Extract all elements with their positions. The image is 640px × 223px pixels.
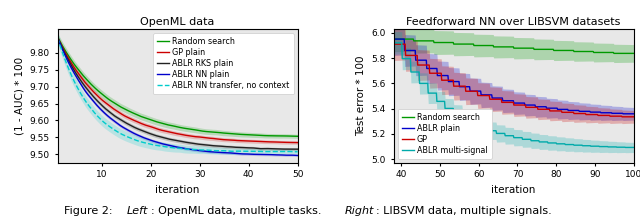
GP bbox=[618, 116, 626, 118]
ABLR NN plain bbox=[196, 149, 204, 152]
GP bbox=[505, 101, 513, 104]
ABLR multi-signal bbox=[505, 134, 513, 137]
ABLR plain bbox=[619, 112, 627, 115]
ABLR RKS plain bbox=[201, 143, 209, 146]
Random search bbox=[54, 36, 61, 38]
ABLR RKS plain bbox=[256, 147, 264, 150]
Text: : OpenML data, multiple tasks.: : OpenML data, multiple tasks. bbox=[151, 206, 325, 216]
Random search bbox=[294, 135, 301, 138]
ABLR multi-signal bbox=[520, 138, 527, 141]
ABLR plain bbox=[625, 112, 632, 115]
ABLR plain bbox=[390, 38, 397, 40]
Title: Feedforward NN over LIBSVM datasets: Feedforward NN over LIBSVM datasets bbox=[406, 17, 621, 27]
ABLR NN transfer, no context bbox=[271, 150, 279, 153]
Line: ABLR NN transfer, no context: ABLR NN transfer, no context bbox=[58, 38, 298, 152]
GP bbox=[630, 116, 637, 118]
Random search bbox=[610, 52, 618, 55]
ABLR multi-signal bbox=[586, 145, 594, 147]
Random search bbox=[196, 129, 204, 132]
ABLR RKS plain bbox=[54, 36, 61, 39]
ABLR NN transfer, no context bbox=[54, 39, 62, 41]
GP plain bbox=[201, 136, 209, 139]
GP bbox=[520, 104, 527, 106]
X-axis label: iteration: iteration bbox=[492, 185, 536, 195]
ABLR NN plain bbox=[196, 149, 204, 152]
ABLR NN plain bbox=[294, 154, 301, 157]
Random search bbox=[625, 52, 632, 55]
GP plain bbox=[294, 141, 301, 144]
ABLR multi-signal bbox=[532, 139, 540, 142]
ABLR NN plain bbox=[271, 153, 279, 156]
Random search bbox=[390, 38, 397, 40]
Random search bbox=[54, 37, 62, 40]
ABLR plain bbox=[630, 112, 637, 115]
ABLR NN transfer, no context bbox=[54, 36, 61, 39]
Text: Right: Right bbox=[345, 206, 374, 216]
GP bbox=[625, 116, 632, 118]
ABLR RKS plain bbox=[196, 143, 204, 146]
GP bbox=[504, 101, 511, 104]
GP plain bbox=[196, 136, 204, 138]
GP plain bbox=[54, 38, 62, 41]
Random search bbox=[504, 45, 511, 48]
Random search bbox=[196, 129, 204, 132]
Random search bbox=[520, 47, 527, 50]
ABLR NN transfer, no context bbox=[201, 149, 209, 151]
ABLR NN plain bbox=[256, 153, 264, 156]
ABLR NN transfer, no context bbox=[256, 150, 264, 153]
ABLR multi-signal bbox=[504, 134, 511, 137]
Text: Left: Left bbox=[126, 206, 148, 216]
Line: Random search: Random search bbox=[58, 37, 298, 136]
Y-axis label: Test error * 100: Test error * 100 bbox=[356, 56, 366, 136]
ABLR plain bbox=[532, 105, 540, 108]
ABLR plain bbox=[505, 99, 513, 102]
Line: GP plain: GP plain bbox=[58, 37, 298, 142]
ABLR plain bbox=[520, 102, 527, 104]
GP bbox=[586, 113, 594, 116]
Line: ABLR RKS plain: ABLR RKS plain bbox=[58, 38, 298, 149]
Random search bbox=[201, 130, 209, 133]
ABLR plain bbox=[504, 99, 511, 102]
ABLR multi-signal bbox=[390, 41, 397, 44]
Legend: Random search, ABLR plain, GP, ABLR multi-signal: Random search, ABLR plain, GP, ABLR mult… bbox=[397, 109, 492, 159]
Random search bbox=[256, 134, 264, 137]
Text: : LIBSVM data, multiple signals.: : LIBSVM data, multiple signals. bbox=[376, 206, 552, 216]
Line: ABLR plain: ABLR plain bbox=[394, 39, 634, 114]
ABLR NN plain bbox=[201, 150, 209, 153]
Random search bbox=[586, 50, 594, 53]
GP bbox=[532, 106, 540, 109]
Line: ABLR NN plain: ABLR NN plain bbox=[58, 38, 298, 155]
ABLR RKS plain bbox=[271, 147, 279, 150]
ABLR RKS plain bbox=[54, 38, 62, 41]
Random search bbox=[532, 48, 540, 51]
Y-axis label: (1 - AUC) * 100: (1 - AUC) * 100 bbox=[14, 57, 24, 135]
GP plain bbox=[271, 141, 279, 143]
ABLR plain bbox=[586, 111, 594, 114]
ABLR RKS plain bbox=[196, 143, 204, 146]
Legend: Random search, GP plain, ABLR RKS plain, ABLR NN plain, ABLR NN transfer, no con: Random search, GP plain, ABLR RKS plain,… bbox=[153, 33, 294, 94]
ABLR NN plain bbox=[54, 38, 62, 41]
ABLR NN transfer, no context bbox=[196, 149, 204, 151]
GP plain bbox=[54, 36, 61, 39]
Random search bbox=[505, 45, 513, 48]
GP plain bbox=[196, 136, 204, 138]
Line: GP: GP bbox=[394, 44, 634, 117]
Line: Random search: Random search bbox=[394, 39, 634, 53]
Random search bbox=[630, 52, 637, 55]
ABLR multi-signal bbox=[621, 146, 629, 149]
Line: ABLR multi-signal: ABLR multi-signal bbox=[394, 43, 634, 147]
ABLR NN plain bbox=[54, 36, 61, 39]
Title: OpenML data: OpenML data bbox=[140, 17, 215, 27]
Text: Figure 2:: Figure 2: bbox=[64, 206, 116, 216]
ABLR multi-signal bbox=[630, 146, 637, 149]
Random search bbox=[271, 134, 279, 137]
ABLR NN transfer, no context bbox=[196, 149, 204, 151]
ABLR NN transfer, no context bbox=[294, 150, 301, 153]
ABLR multi-signal bbox=[625, 146, 632, 149]
GP bbox=[390, 43, 397, 45]
GP plain bbox=[256, 140, 264, 143]
ABLR RKS plain bbox=[294, 148, 301, 151]
X-axis label: iteration: iteration bbox=[156, 185, 200, 195]
